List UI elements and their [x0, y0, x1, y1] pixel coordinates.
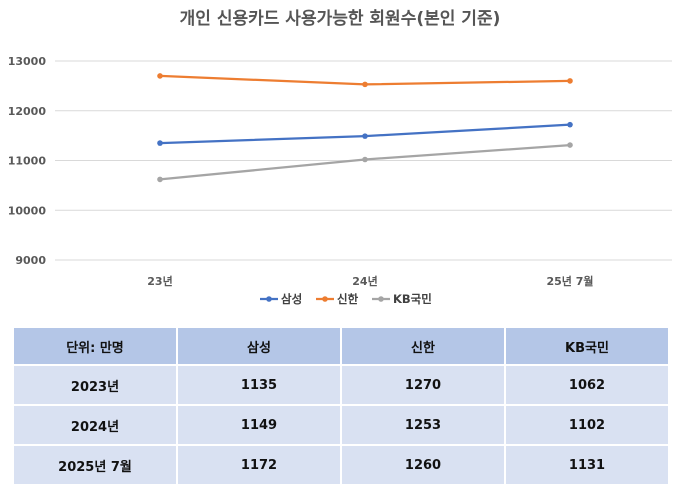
table-cell: 1172 — [178, 446, 340, 484]
table-header-cell: 삼성 — [178, 328, 340, 364]
data-point — [157, 73, 163, 79]
legend-marker — [322, 296, 328, 302]
table-row: 2025년 7월 1172 1260 1131 — [14, 446, 668, 484]
legend-label: KB국민 — [393, 292, 432, 306]
table-header-cell: 단위: 만명 — [14, 328, 176, 364]
y-tick-label: 11000 — [8, 155, 47, 168]
table-cell: 1270 — [342, 366, 504, 404]
data-point — [362, 81, 368, 88]
x-tick-label: 24년 — [352, 274, 377, 288]
line-chart: 개인 신용카드 사용가능한 회원수(본인 기준) 9000 10000 11000 1… — [8, 9, 672, 306]
legend-marker — [378, 296, 384, 302]
table-cell: 2025년 7월 — [14, 446, 176, 484]
y-tick-label: 9000 — [15, 254, 46, 267]
data-point — [567, 142, 573, 148]
table-cell: 1253 — [342, 406, 504, 444]
table-cell: 1260 — [342, 446, 504, 484]
table-row: 2024년 1149 1253 1102 — [14, 406, 668, 444]
axis-labels: 9000 10000 11000 12000 13000 23년 24년 25년 7월 — [8, 55, 594, 288]
table-cell: 1102 — [506, 406, 668, 444]
data-point — [362, 156, 368, 163]
table-cell: 1149 — [178, 406, 340, 444]
table-row: 2023년 1135 1270 1062 — [14, 366, 668, 404]
table-header-cell: 신한 — [342, 328, 504, 364]
x-tick-label: 23년 — [147, 274, 172, 288]
table-cell: 1135 — [178, 366, 340, 404]
y-tick-label: 13000 — [8, 55, 47, 68]
table-cell: 1131 — [506, 446, 668, 484]
legend-label: 신한 — [337, 292, 359, 306]
y-tick-label: 12000 — [8, 105, 47, 118]
table-header-cell: KB국민 — [506, 328, 668, 364]
table-header-row: 단위: 만명 삼성 신한 KB국민 — [14, 328, 668, 364]
data-point — [157, 140, 163, 146]
table-cell: 2023년 — [14, 366, 176, 404]
data-table: 단위: 만명 삼성 신한 KB국민 2023년 1135 1270 1062 2… — [12, 326, 670, 486]
table-cell: 1062 — [506, 366, 668, 404]
x-tick-label: 25년 7월 — [546, 274, 593, 288]
data-point — [362, 133, 368, 139]
legend-label: 삼성 — [281, 292, 302, 306]
chart-title: 개인 신용카드 사용가능한 회원수(본인 기준) — [180, 9, 501, 29]
table-cell: 2024년 — [14, 406, 176, 444]
chart-svg: 개인 신용카드 사용가능한 회원수(본인 기준) 9000 10000 11000 1… — [8, 9, 672, 306]
chart-legend: 삼성 신한 KB국민 — [260, 292, 432, 306]
y-tick-label: 10000 — [8, 204, 47, 217]
legend-marker — [266, 296, 272, 302]
data-point — [157, 176, 163, 183]
series-lines — [157, 73, 573, 183]
data-point — [567, 78, 573, 84]
data-point — [567, 121, 573, 128]
